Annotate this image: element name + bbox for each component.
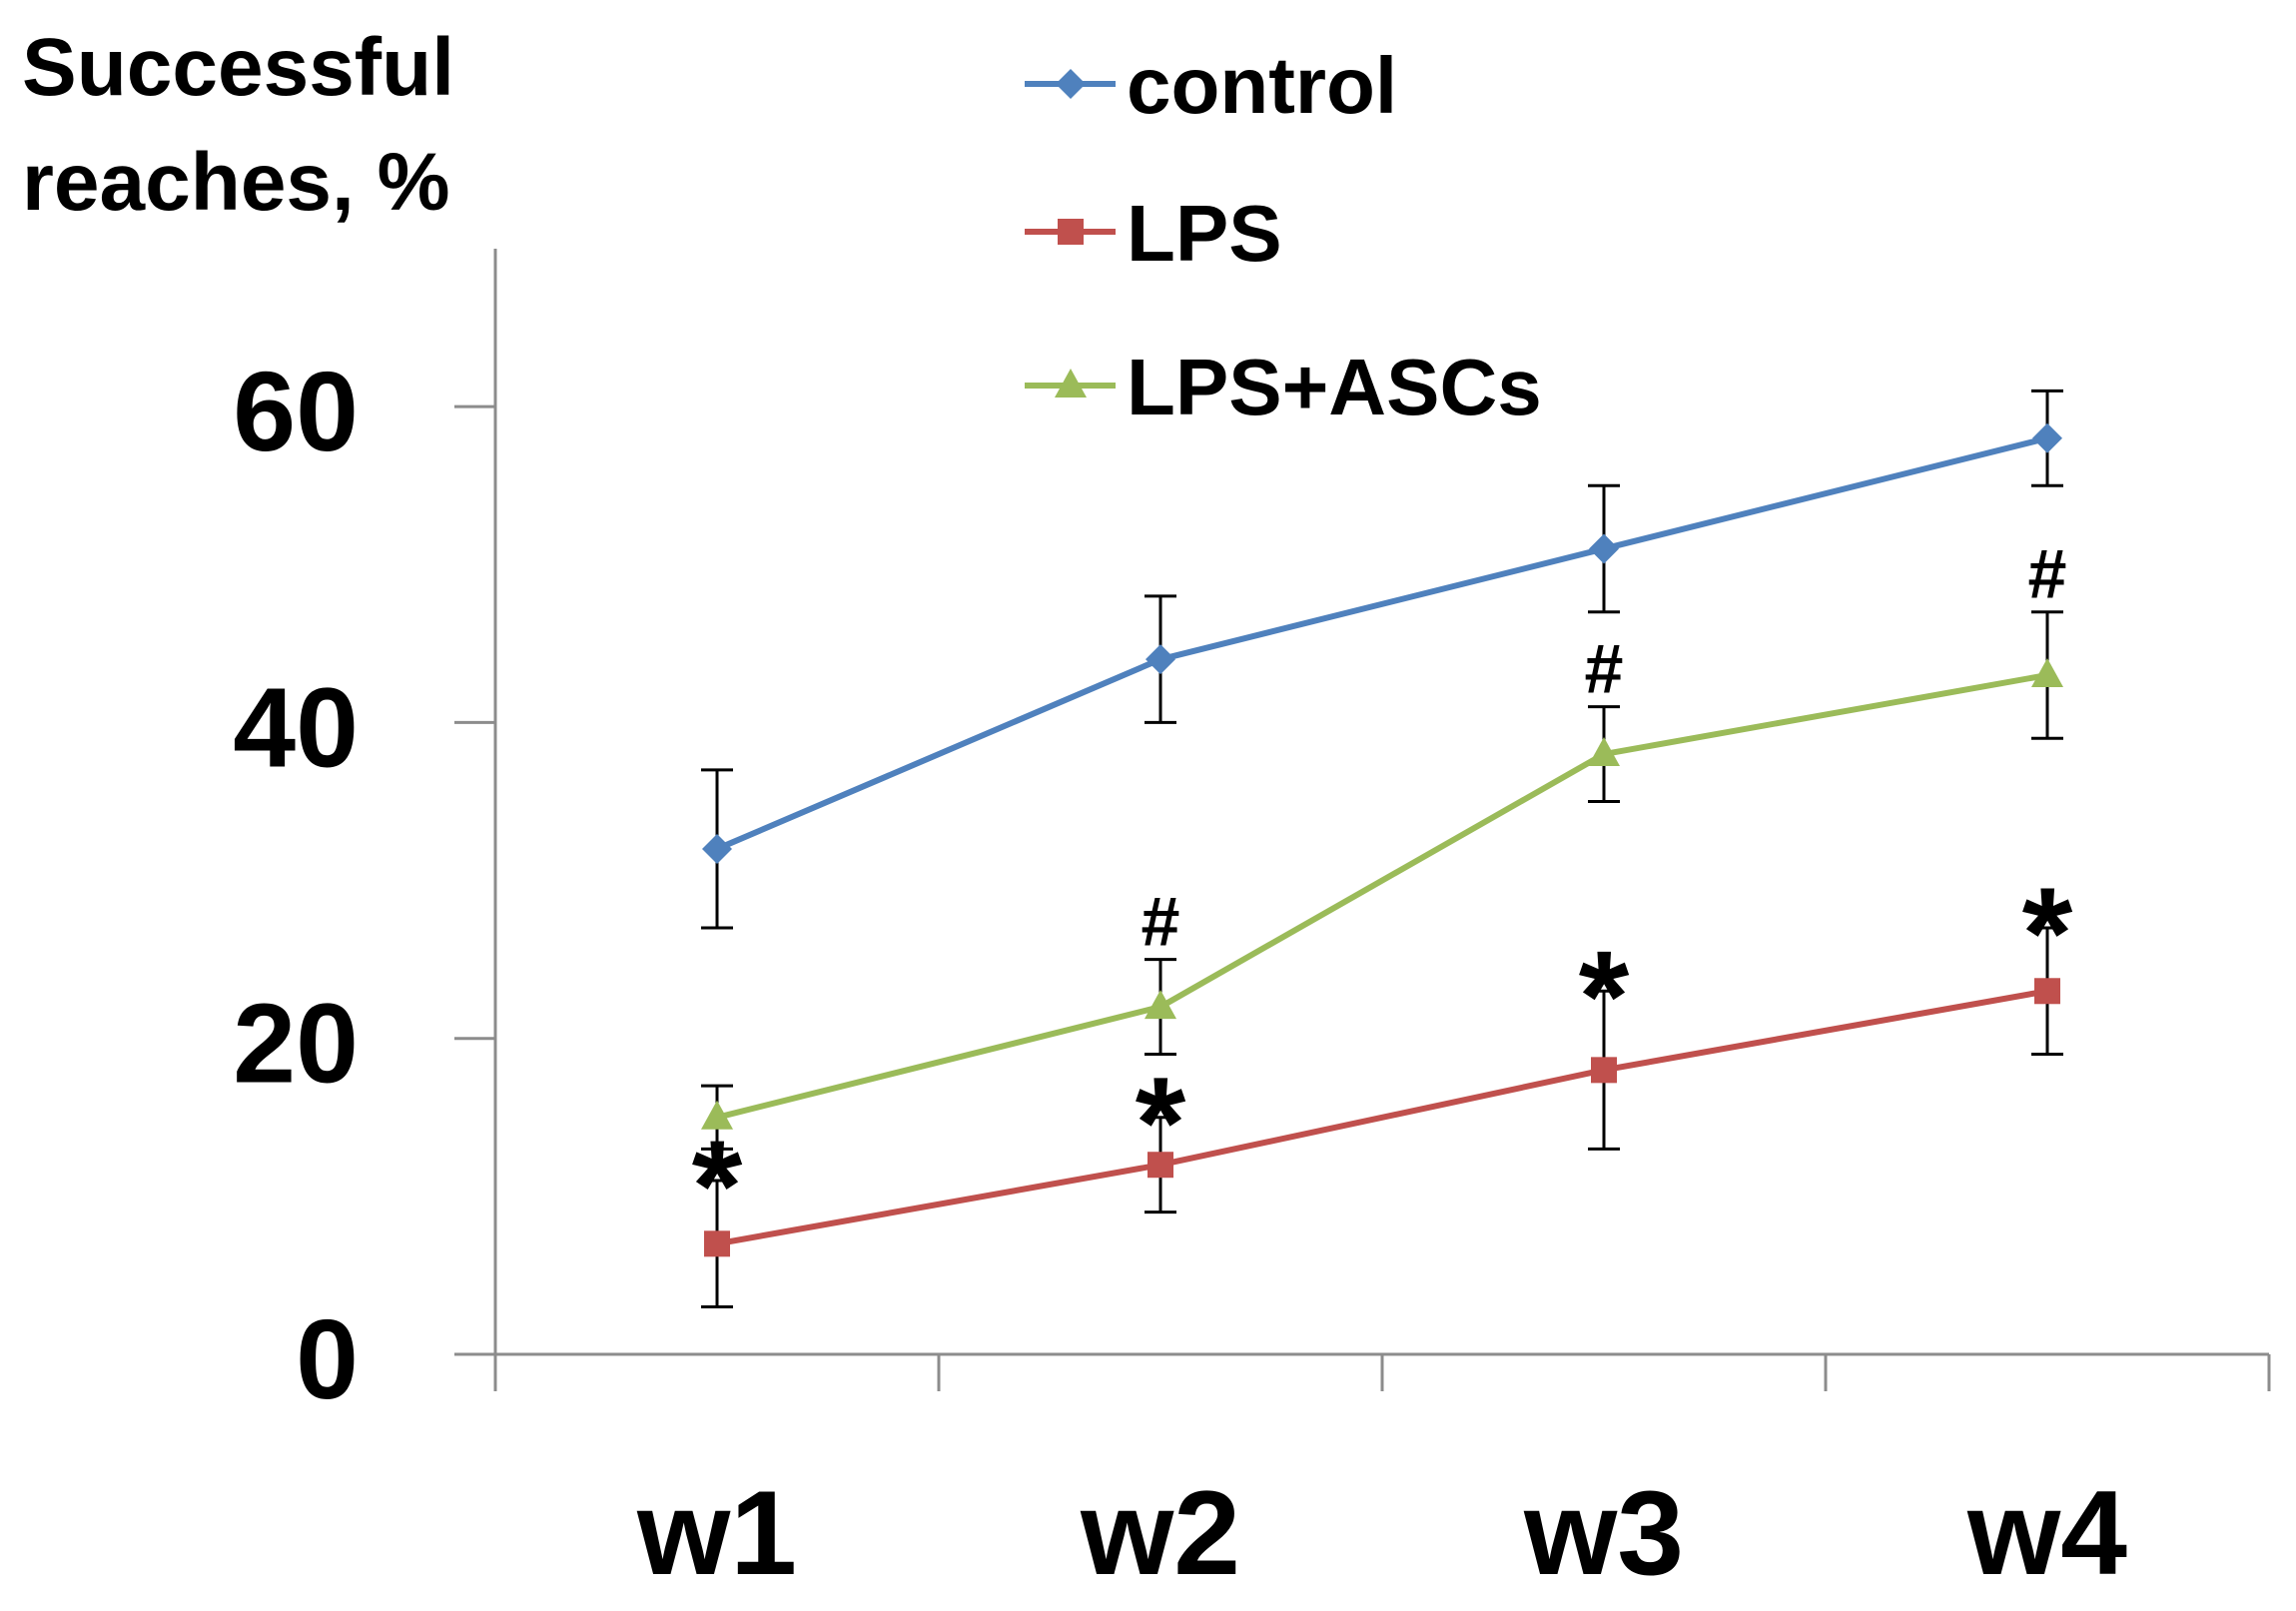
axes: 0 20 40 60 w1 w2 w3 w4 — [233, 249, 2271, 1600]
data-point-triangle — [2031, 657, 2063, 687]
data-point-triangle — [701, 1100, 733, 1130]
series-line-2 — [716, 988, 2048, 1247]
x-tick-label: w3 — [1523, 1466, 1684, 1600]
y-axis-title: Successful reaches, % — [22, 22, 454, 228]
hash-annotation: # — [2028, 535, 2067, 613]
triangle-marker-icon — [1055, 369, 1087, 398]
hash-annotation: # — [1585, 630, 1624, 708]
significance-annotations: * * * * # # # — [692, 535, 2073, 1258]
y-axis-title-line-2: reaches, % — [22, 137, 450, 228]
asterisk-annotation: * — [2022, 860, 2073, 1006]
legend-label: LPS+ASCs — [1127, 343, 1542, 431]
series-line-1 — [715, 434, 2048, 852]
data-point-diamond — [2032, 422, 2062, 453]
legend: control LPS LPS+ASCs — [1025, 41, 1542, 431]
asterisk-annotation: * — [692, 1113, 743, 1258]
x-tick-label: w1 — [636, 1466, 797, 1600]
series-lines — [715, 434, 2048, 1247]
asterisk-annotation: * — [1136, 1050, 1186, 1196]
x-tick-label: w2 — [1080, 1466, 1240, 1600]
hash-annotation: # — [1142, 883, 1180, 961]
legend-item: LPS+ASCs — [1025, 343, 1542, 431]
data-point-square — [1591, 1057, 1617, 1084]
y-tick-label: 0 — [296, 1296, 359, 1422]
data-point-square — [1148, 1152, 1173, 1179]
data-point-square — [2034, 978, 2060, 1005]
data-point-triangle — [1588, 737, 1620, 767]
data-point-diamond — [1589, 533, 1619, 564]
square-marker-icon — [1058, 219, 1084, 245]
legend-label: LPS — [1127, 189, 1282, 278]
y-tick-label: 60 — [233, 349, 359, 474]
x-tick-label: w4 — [1966, 1466, 2127, 1600]
legend-item: control — [1025, 41, 1397, 130]
y-tick-label: 40 — [233, 664, 359, 790]
series-line-3 — [716, 672, 2048, 1121]
data-point-triangle — [1145, 990, 1176, 1020]
y-axis-title-line-1: Successful — [22, 22, 454, 113]
legend-label: control — [1127, 41, 1397, 130]
data-point-square — [704, 1230, 730, 1257]
data-points — [701, 422, 2063, 1257]
data-point-diamond — [1146, 644, 1175, 675]
legend-item: LPS — [1025, 189, 1282, 278]
diamond-marker-icon — [1056, 69, 1086, 99]
data-point-diamond — [702, 833, 732, 864]
y-tick-label: 20 — [233, 981, 359, 1107]
asterisk-annotation: * — [1579, 923, 1630, 1069]
